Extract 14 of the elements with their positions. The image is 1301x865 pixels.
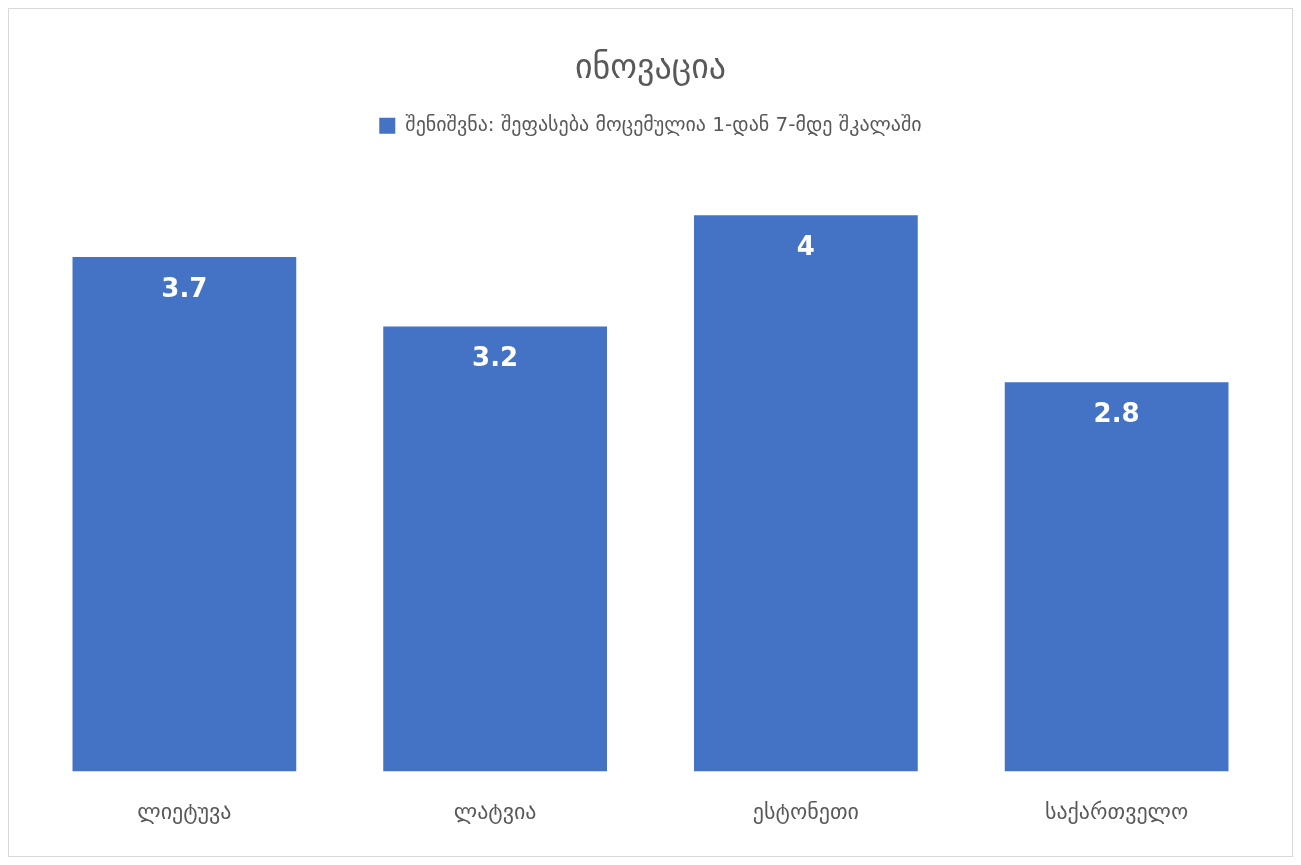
x-tick-label: ლიეტუვა (137, 798, 232, 824)
bar (694, 215, 918, 772)
x-tick-label: საქართველო (1044, 798, 1189, 824)
bar (383, 326, 607, 772)
data-label: 3.2 (472, 342, 519, 373)
x-tick-label: ლატვია (453, 798, 537, 824)
data-label: 3.7 (161, 272, 208, 303)
legend-label: შენიშვნა: შეფასება მოცემულია 1-დან 7-მდე შკალაში (405, 112, 922, 136)
x-tick-label: ესტონეთი (752, 798, 859, 824)
chart-title: ინოვაცია (574, 46, 727, 87)
data-label: 2.8 (1093, 397, 1140, 428)
bar (1004, 382, 1229, 772)
data-label: 4 (796, 231, 815, 262)
bar (72, 257, 297, 772)
